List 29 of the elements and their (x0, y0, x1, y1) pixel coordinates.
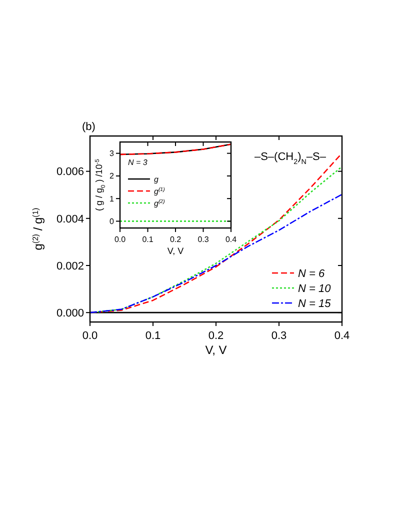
x-tick-label: 0.1 (142, 235, 154, 244)
x-tick-label: 0.3 (198, 235, 210, 244)
y-tick-label: 3 (110, 149, 115, 158)
y-tick-label: 1 (110, 194, 115, 204)
x-axis-title: V, V (205, 343, 227, 357)
x-tick-label: 0.2 (208, 330, 224, 342)
x-tick-label: 0.1 (145, 330, 161, 342)
legend-label: g$^{(1)}$ (154, 186, 166, 196)
y-tick-label: 0.002 (56, 260, 84, 272)
x-tick-label: 0.4 (225, 235, 238, 244)
y-tick-label: 0.006 (56, 166, 84, 178)
legend-title: N = 3 (128, 158, 148, 167)
legend-label: g$^{(2)}$ (154, 198, 166, 208)
y-tick-label: 0.000 (56, 307, 84, 320)
legend-label: g (154, 174, 159, 184)
legend-label: N = 10 (298, 282, 332, 295)
x-tick-label: 0.3 (271, 330, 287, 342)
y-tick-label: 0 (110, 217, 115, 226)
x-tick-label: 0.2 (170, 235, 182, 244)
x-tick-label: 0.0 (82, 330, 98, 342)
y-tick-label: 2 (110, 172, 115, 181)
annotation: –S–(CH$_{2}$)$_{N}$–S– (254, 151, 327, 166)
y-tick-label: 0.004 (56, 213, 84, 226)
x-tick-label: 0.0 (114, 235, 126, 244)
legend-label: N = 15 (298, 298, 332, 310)
text: (b) (82, 121, 96, 133)
x-tick-label: 0.4 (334, 330, 350, 342)
legend-label: N = 6 (298, 268, 326, 280)
x-axis-title: V, V (167, 246, 184, 256)
